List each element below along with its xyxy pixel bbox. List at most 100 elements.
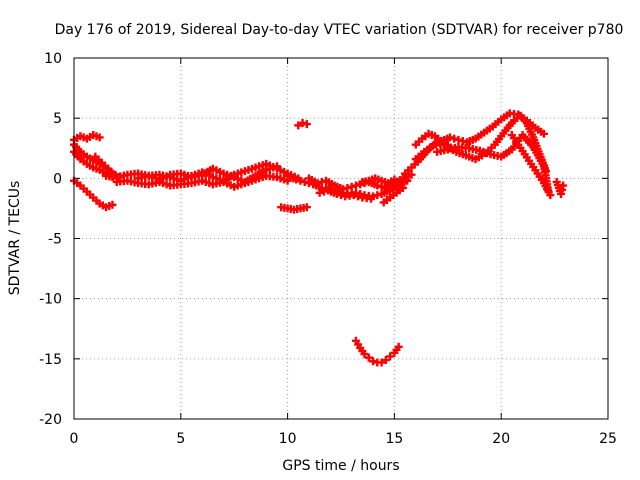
- data-point: [524, 121, 533, 130]
- data-point: [380, 188, 389, 197]
- data-point: [391, 183, 400, 192]
- data-points: [70, 109, 568, 367]
- data-point: [539, 129, 548, 138]
- data-point: [176, 169, 185, 178]
- data-point: [528, 121, 537, 130]
- data-point: [458, 137, 467, 146]
- data-point: [222, 175, 231, 184]
- data-point: [272, 162, 281, 171]
- x-tick-label: 10: [279, 431, 297, 447]
- data-point: [454, 135, 463, 144]
- data-point: [283, 176, 292, 185]
- y-tick-label: 0: [53, 171, 62, 187]
- x-tick-labels: 0 5 10 15 20 25: [70, 431, 617, 447]
- data-point: [537, 127, 546, 136]
- data-point: [388, 184, 397, 193]
- data-point: [430, 132, 439, 141]
- data-point: [421, 132, 430, 141]
- data-point: [512, 137, 521, 146]
- data-point: [254, 170, 263, 179]
- data-point: [449, 146, 458, 155]
- data-point: [248, 164, 256, 173]
- data-point: [392, 345, 401, 354]
- data-point: [468, 135, 477, 144]
- data-point: [396, 175, 405, 184]
- data-point: [104, 164, 113, 173]
- data-point: [224, 173, 233, 182]
- data-point: [255, 162, 264, 171]
- data-point: [98, 201, 107, 210]
- data-point: [212, 166, 221, 175]
- data-point: [531, 166, 540, 175]
- data-point: [525, 124, 534, 133]
- data-point: [522, 135, 531, 144]
- data-point: [522, 116, 531, 125]
- data-point: [370, 180, 379, 189]
- data-point: [407, 170, 416, 179]
- data-point: [445, 133, 454, 142]
- grid-lines: [74, 58, 608, 419]
- data-point: [237, 180, 246, 189]
- data-point: [490, 140, 499, 149]
- data-point: [91, 152, 100, 161]
- data-point: [159, 173, 167, 182]
- data-point: [411, 155, 420, 164]
- data-point: [351, 336, 360, 345]
- data-point: [519, 114, 528, 123]
- data-point: [72, 150, 81, 159]
- data-point: [265, 164, 274, 173]
- data-point: [208, 164, 217, 173]
- data-point: [233, 169, 242, 178]
- data-point: [392, 188, 401, 197]
- data-point: [330, 181, 339, 190]
- data-point: [505, 109, 514, 118]
- data-point: [276, 174, 285, 183]
- data-point: [524, 138, 533, 147]
- data-point: [89, 131, 98, 140]
- data-point: [434, 134, 443, 143]
- data-point: [393, 177, 402, 186]
- data-point: [302, 203, 311, 212]
- data-point: [100, 161, 109, 170]
- data-point: [377, 176, 386, 185]
- data-point: [206, 166, 215, 175]
- data-point: [485, 124, 494, 133]
- data-point: [364, 176, 373, 185]
- data-point: [205, 179, 214, 188]
- data-point: [522, 153, 531, 162]
- data-point: [259, 167, 268, 176]
- data-point: [377, 189, 386, 198]
- data-point: [102, 203, 111, 212]
- data-point: [347, 189, 356, 198]
- data-point: [538, 159, 547, 168]
- data-point: [304, 174, 313, 183]
- data-point: [434, 138, 443, 147]
- data-point: [520, 150, 529, 159]
- data-point: [262, 159, 271, 168]
- data-point: [377, 358, 386, 367]
- data-point: [543, 185, 552, 194]
- data-point: [256, 168, 265, 177]
- data-point: [162, 172, 171, 181]
- data-point: [487, 143, 496, 152]
- data-point: [510, 142, 519, 151]
- data-point: [516, 143, 525, 152]
- data-point: [413, 157, 422, 166]
- data-point: [397, 179, 406, 188]
- data-point: [334, 187, 343, 196]
- data-point: [74, 152, 83, 161]
- data-point: [240, 177, 249, 186]
- data-point: [240, 167, 249, 176]
- data-point: [527, 159, 536, 168]
- data-point: [251, 163, 260, 172]
- data-point: [200, 169, 209, 178]
- data-point: [501, 126, 510, 135]
- data-point: [324, 178, 333, 187]
- data-point: [373, 181, 382, 190]
- data-point: [309, 180, 318, 189]
- data-point: [417, 150, 426, 159]
- data-point: [400, 178, 409, 187]
- data-point: [529, 143, 538, 152]
- data-point: [358, 347, 367, 356]
- data-point: [86, 161, 95, 170]
